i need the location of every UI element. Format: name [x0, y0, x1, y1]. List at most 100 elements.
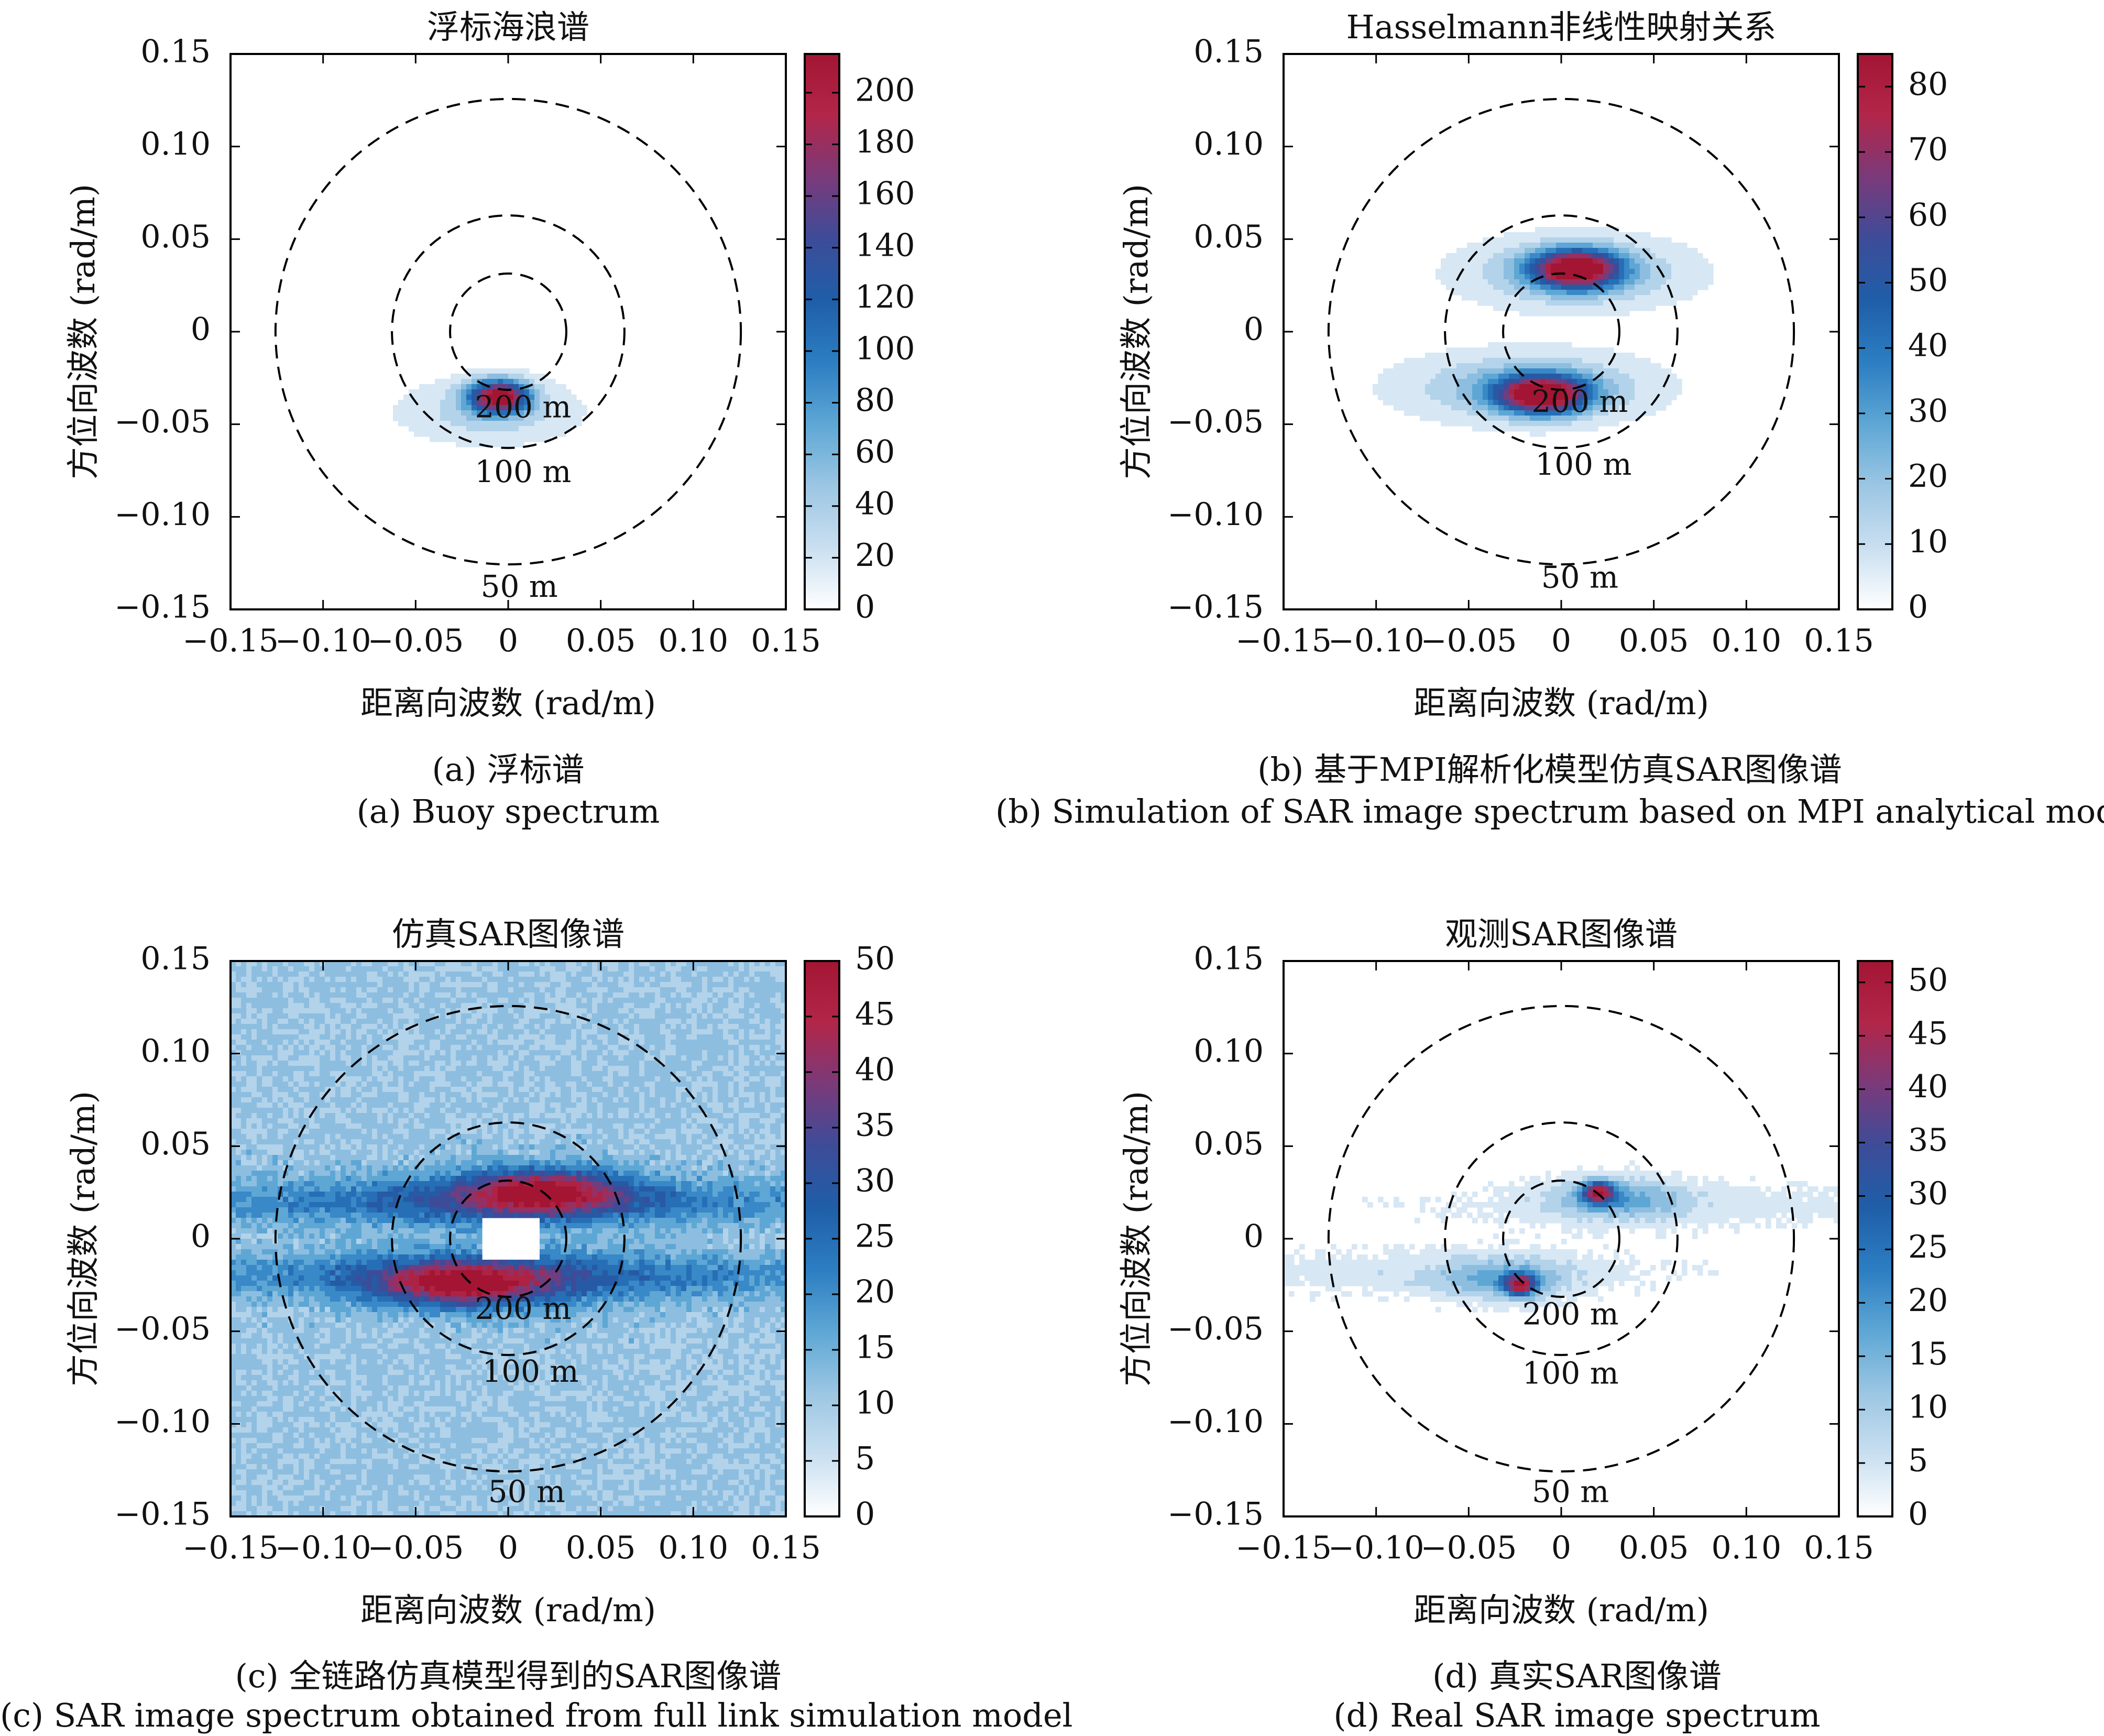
ring-label: 50 m	[1532, 1474, 1609, 1510]
colorbar-tick-label: 50	[855, 941, 895, 977]
colorbar-tick-label: 20	[855, 1274, 895, 1311]
x-tick-label: 0.15	[1804, 623, 1874, 659]
colorbar-tick-label: 60	[1908, 196, 1948, 233]
colorbar-tick-label: 30	[1908, 1175, 1948, 1212]
caption-b-en: (b) Simulation of SAR image spectrum bas…	[995, 791, 2104, 832]
colorbar-tick-label: 5	[1908, 1443, 1928, 1479]
x-axis-label: 距离向波数 (rad/m)	[360, 1591, 656, 1629]
colorbar-tick-label: 20	[855, 537, 895, 574]
y-tick-label: 0	[191, 311, 211, 348]
y-tick-label: 0.10	[1193, 126, 1264, 162]
colorbar-tick-label: 15	[1908, 1336, 1948, 1372]
x-tick-label: 0.05	[566, 1530, 636, 1566]
y-tick-label: −0.05	[114, 1311, 211, 1347]
y-axis-label: 方位向波数 (rad/m)	[64, 1091, 102, 1386]
y-tick-label: 0	[1244, 311, 1264, 348]
x-tick-label: −0.10	[1328, 623, 1424, 659]
y-tick-label: 0.15	[1193, 34, 1264, 70]
colorbar-tick-label: 10	[855, 1385, 895, 1422]
colorbar-tick-label: 15	[855, 1329, 895, 1366]
y-tick-label: −0.15	[114, 1496, 211, 1533]
x-axis-label: 距离向波数 (rad/m)	[1413, 1591, 1709, 1629]
y-tick-label: −0.10	[114, 496, 211, 533]
colorbar-tick-label: 70	[1908, 132, 1948, 168]
colorbar-tick-label: 100	[855, 331, 915, 367]
colorbar-tick-label: 40	[855, 485, 895, 522]
chart-title: 仿真SAR图像谱	[392, 915, 624, 953]
colorbar-tick-label: 120	[855, 279, 915, 315]
colorbar-tick-label: 180	[855, 124, 915, 160]
x-tick-label: 0	[1551, 1530, 1571, 1566]
colorbar-tick-label: 50	[1908, 962, 1948, 998]
y-tick-label: 0.05	[1193, 1126, 1264, 1162]
x-tick-label: −0.15	[1235, 1530, 1332, 1566]
x-tick-label: 0.15	[1804, 1530, 1874, 1566]
colorbar-tick-label: 25	[855, 1218, 895, 1255]
axes-frame	[231, 54, 786, 609]
colorbar-tick-label: 10	[1908, 523, 1948, 560]
ring-label: 100 m	[482, 1353, 578, 1389]
colorbar	[1858, 54, 1892, 609]
x-tick-label: −0.10	[275, 1530, 371, 1566]
colorbar-tick-label: 20	[1908, 458, 1948, 495]
colorbar-tick-label: 20	[1908, 1282, 1948, 1319]
colorbar-tick-label: 45	[1908, 1015, 1948, 1052]
ring-label: 50 m	[481, 569, 558, 604]
x-tick-label: −0.05	[367, 1530, 464, 1566]
colorbar-tick-label: 40	[1908, 327, 1948, 364]
y-tick-label: 0	[1244, 1218, 1264, 1255]
colorbar-tick-label: 80	[855, 382, 895, 419]
ring-label: 200 m	[1522, 1296, 1619, 1331]
caption-b-zh: (b) 基于MPI解析化模型仿真SAR图像谱	[995, 749, 2104, 790]
colorbar-tick-label: 0	[855, 589, 875, 626]
y-tick-label: 0.15	[1193, 941, 1264, 977]
y-tick-label: 0.10	[140, 1033, 211, 1069]
y-tick-label: −0.10	[114, 1403, 211, 1440]
x-tick-label: −0.05	[367, 623, 464, 659]
x-tick-label: 0.05	[1619, 1530, 1689, 1566]
x-tick-label: −0.15	[182, 1530, 279, 1566]
x-tick-label: −0.10	[1328, 1530, 1424, 1566]
y-tick-label: 0.15	[140, 941, 211, 977]
y-tick-label: −0.10	[1167, 496, 1264, 533]
x-tick-label: 0.10	[1712, 1530, 1782, 1566]
caption-a-zh: (a) 浮标谱	[225, 749, 791, 790]
y-tick-label: 0.05	[140, 1126, 211, 1162]
ring-label: 200 m	[475, 1291, 571, 1326]
y-tick-label: −0.05	[1167, 1311, 1264, 1347]
colorbar-tick-label: 50	[1908, 262, 1948, 299]
heatmap-field	[1284, 1160, 1839, 1313]
y-tick-label: −0.05	[114, 403, 211, 440]
y-tick-label: 0.05	[140, 219, 211, 255]
x-tick-label: 0.15	[751, 1530, 821, 1566]
colorbar-tick-label: 30	[1908, 392, 1948, 429]
colorbar-tick-label: 140	[855, 227, 915, 264]
y-tick-label: 0.05	[1193, 219, 1264, 255]
x-tick-label: −0.15	[182, 623, 279, 659]
ring-2	[276, 99, 741, 564]
x-tick-label: 0.05	[566, 623, 636, 659]
colorbar-tick-label: 0	[1908, 589, 1928, 626]
y-tick-label: 0.10	[1193, 1033, 1264, 1069]
ring-label: 200 m	[475, 389, 571, 424]
y-tick-label: −0.15	[1167, 1496, 1264, 1533]
colorbar-tick-label: 35	[1908, 1122, 1948, 1159]
caption-d-en: (d) Real SAR image spectrum	[1268, 1695, 1886, 1736]
x-tick-label: 0.10	[659, 1530, 729, 1566]
colorbar-tick-label: 30	[855, 1163, 895, 1199]
colorbar-tick-label: 80	[1908, 66, 1948, 103]
x-tick-label: 0	[498, 1530, 518, 1566]
ring-label: 50 m	[1541, 559, 1618, 595]
x-tick-label: 0	[1551, 623, 1571, 659]
colorbar-tick-label: 0	[1908, 1496, 1928, 1533]
y-tick-label: 0.15	[140, 34, 211, 70]
colorbar-tick-label: 10	[1908, 1389, 1948, 1426]
x-tick-label: −0.10	[275, 623, 371, 659]
chart-title: 观测SAR图像谱	[1445, 915, 1678, 953]
caption-c-zh: (c) 全链路仿真模型得到的SAR图像谱	[0, 1656, 1016, 1697]
y-tick-label: 0	[191, 1218, 211, 1255]
y-axis-label: 方位向波数 (rad/m)	[1117, 1091, 1155, 1386]
